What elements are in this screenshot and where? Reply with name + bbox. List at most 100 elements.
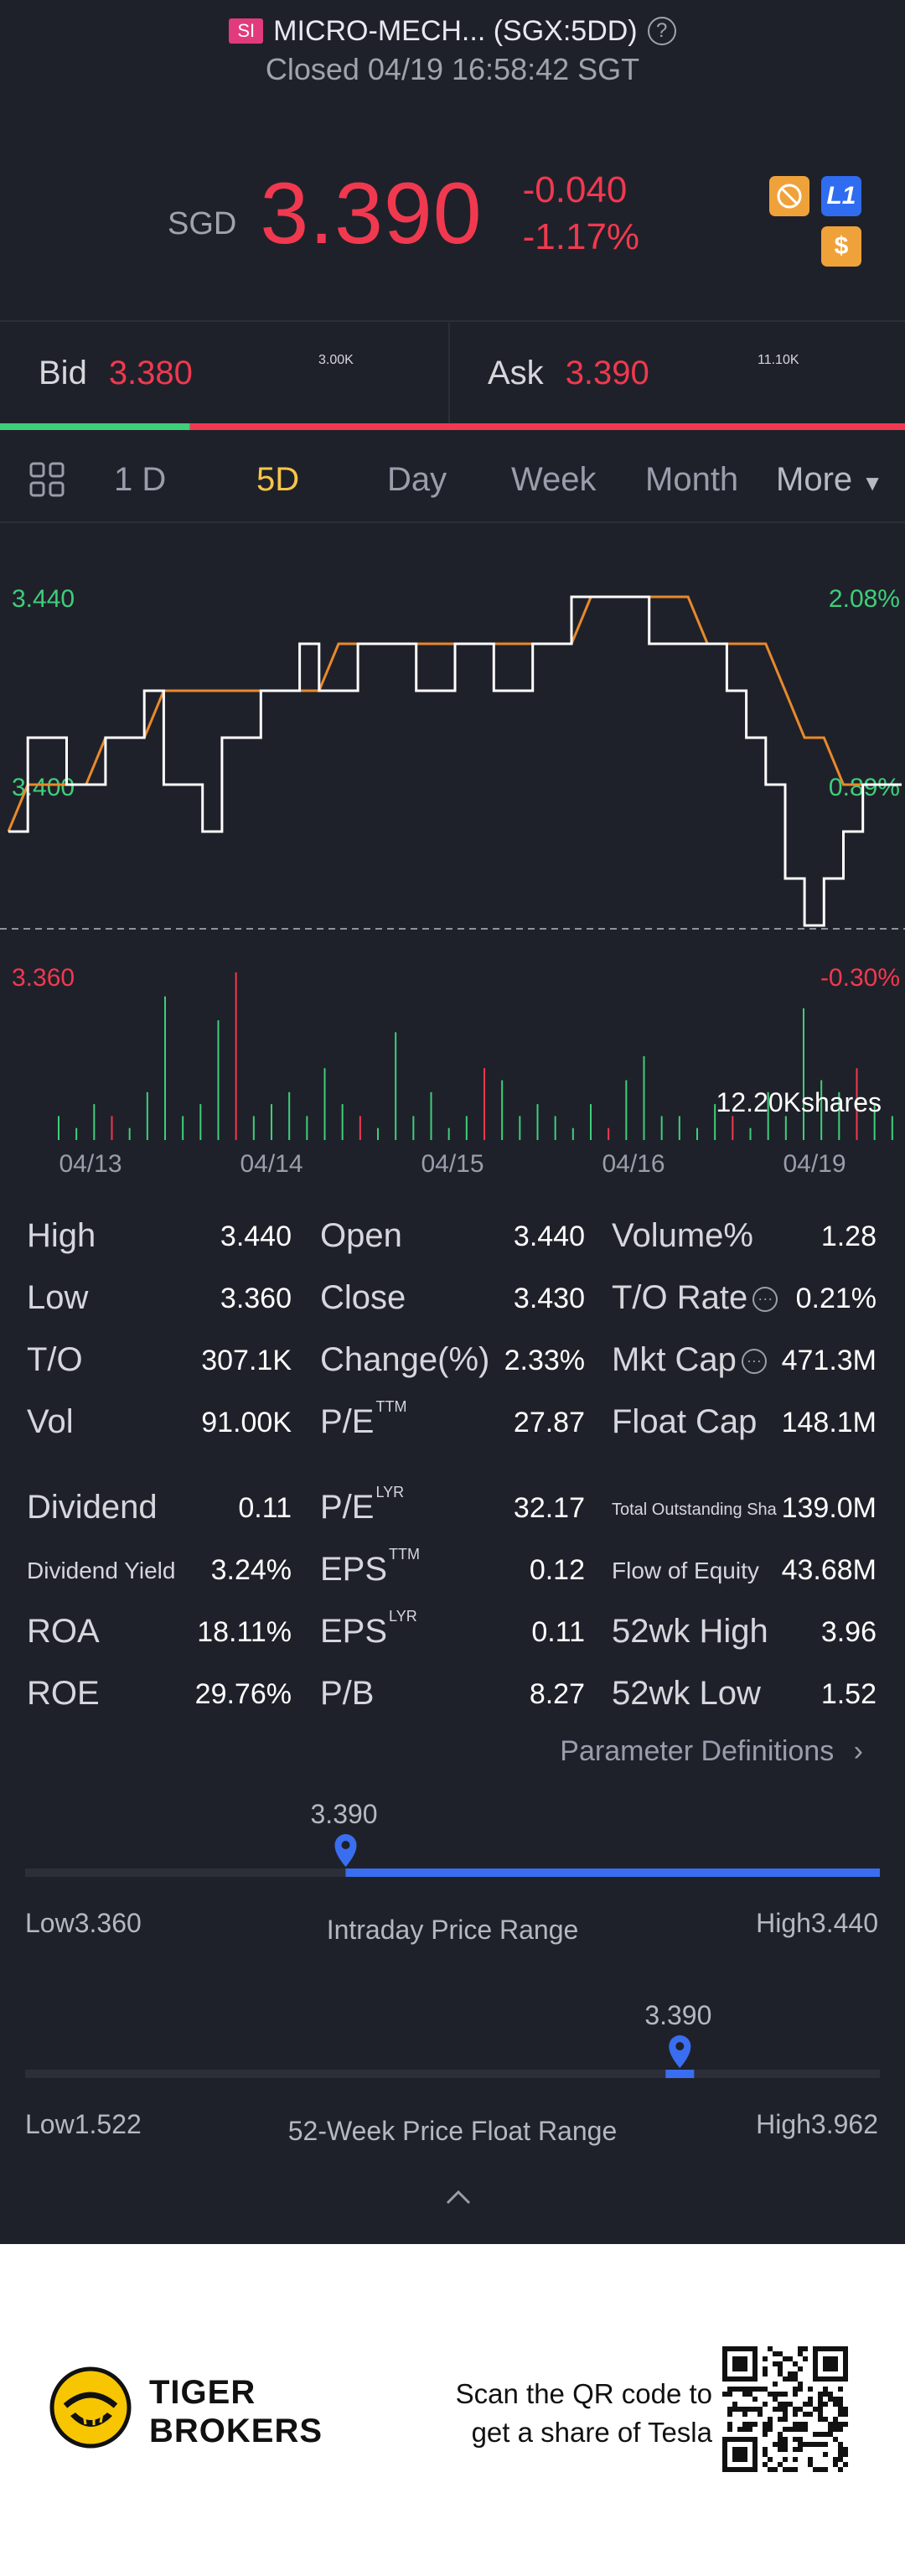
- help-icon[interactable]: ?: [647, 17, 676, 45]
- week52-current-value: 3.390: [644, 2000, 712, 2030]
- change-value: -0.040: [522, 169, 628, 210]
- stat-value: 3.430: [513, 1283, 585, 1314]
- ask-label: Ask: [488, 354, 544, 391]
- price-block: SGD 3.390 -0.040 -1.17%: [168, 159, 639, 268]
- tab-1d[interactable]: 1 D: [114, 461, 167, 498]
- price-line: [8, 595, 902, 927]
- stat-label-eps-lyr: EPS LYR: [320, 1608, 417, 1651]
- stat-label-text: P/E: [320, 1489, 375, 1526]
- stat-label: Low: [27, 1279, 89, 1316]
- volume-label: 12.20Kshares: [716, 1087, 882, 1117]
- location-pin-icon: [334, 1834, 357, 1867]
- avg-price-line: [7, 595, 902, 832]
- ask-price: 3.390: [565, 354, 649, 391]
- chevron-right-icon: ›: [853, 1735, 863, 1767]
- bid-size: 3.00K: [318, 353, 354, 367]
- tab-5d[interactable]: 5D: [256, 461, 300, 498]
- stat-value: 8.27: [529, 1678, 585, 1710]
- bid-ratio-fill: [0, 423, 190, 430]
- bid-ask-divider: [448, 323, 450, 423]
- stat-value: 148.1M: [781, 1407, 877, 1438]
- stat-label: Change(%): [320, 1341, 490, 1378]
- stat-value: 3.440: [513, 1221, 585, 1252]
- tab-more-label: More: [776, 461, 853, 498]
- stat-label: ROA: [27, 1613, 100, 1650]
- qr-code: [722, 2346, 848, 2472]
- range-fill: [665, 2070, 695, 2078]
- stat-label: Dividend Yield: [27, 1558, 176, 1583]
- stat-value: 0.11: [238, 1492, 292, 1524]
- currency-label: SGD: [168, 205, 237, 241]
- week52-low-label: Low1.522: [25, 2109, 142, 2139]
- more-info-icon[interactable]: ···: [752, 1287, 778, 1313]
- tiger-logo-icon: [49, 2366, 132, 2449]
- stat-label-text: Mkt Cap: [612, 1341, 737, 1378]
- stat-value: 32.17: [513, 1492, 585, 1524]
- stat-label: ROE: [27, 1675, 100, 1712]
- range-fill: [345, 1869, 880, 1877]
- stat-value: 3.360: [220, 1283, 292, 1314]
- stat-label-pe-lyr: P/E LYR: [320, 1484, 404, 1526]
- x-tick-0: 04/13: [59, 1150, 122, 1178]
- market-status: Closed 04/19 16:58:42 SGT: [265, 52, 640, 86]
- stat-label-sup: LYR: [389, 1608, 417, 1625]
- bid-label: Bid: [39, 354, 87, 391]
- bid-ask-ratio-bar: [0, 423, 905, 430]
- volume-bars: [58, 972, 893, 1140]
- brand-line2: BROKERS: [149, 2413, 323, 2449]
- stat-label: Vol: [27, 1403, 74, 1440]
- stat-value: 27.87: [513, 1407, 585, 1438]
- more-info-icon[interactable]: ···: [741, 1349, 767, 1375]
- bid-ask-row: Bid 3.380 3.00K Ask 3.390 11.10K: [0, 323, 905, 423]
- stat-label-pe-ttm: P/E TTM: [320, 1398, 406, 1441]
- tab-more[interactable]: More ▼: [776, 461, 883, 499]
- stat-value: 91.00K: [201, 1407, 292, 1438]
- scan-line2: get a share of Tesla: [471, 2417, 712, 2448]
- intraday-range-title: Intraday Price Range: [326, 1915, 579, 1945]
- scan-line1: Scan the QR code to: [455, 2378, 712, 2409]
- stat-label-sup: LYR: [375, 1484, 405, 1501]
- stat-value: 0.21%: [795, 1283, 877, 1314]
- range-track: [25, 2070, 880, 2078]
- ask-cell: Ask 3.390: [488, 323, 649, 423]
- stat-value: 43.68M: [781, 1554, 877, 1586]
- parameter-definitions-link[interactable]: Parameter Definitions ›: [560, 1735, 863, 1768]
- stat-label: 52wk High: [612, 1613, 768, 1650]
- tab-month[interactable]: Month: [645, 461, 739, 498]
- share-footer: TIGER BROKERS Scan the QR code to get a …: [0, 2244, 905, 2576]
- stat-value: 471.3M: [781, 1345, 877, 1376]
- intraday-high-label: High3.440: [756, 1908, 878, 1938]
- intraday-low-label: Low3.360: [25, 1908, 142, 1938]
- price-label-low: 3.360: [12, 964, 75, 992]
- stat-label: High: [27, 1217, 96, 1254]
- bid-cell: Bid 3.380: [39, 323, 193, 423]
- ask-ratio-fill: [189, 423, 905, 430]
- stat-label-text: T/O Rate: [612, 1279, 748, 1316]
- location-pin-icon: [669, 2035, 691, 2068]
- week52-high-label: High3.962: [756, 2109, 878, 2139]
- layout-grid-icon[interactable]: [28, 461, 65, 498]
- last-price: 3.390: [260, 164, 483, 262]
- dollar-icon[interactable]: $: [821, 226, 861, 267]
- tab-day[interactable]: Day: [387, 461, 447, 498]
- intraday-range-bar: [25, 1834, 880, 1877]
- level1-icon[interactable]: L1: [821, 176, 861, 216]
- no-short-icon[interactable]: [769, 176, 809, 216]
- stat-label-to-rate: T/O Rate ···: [612, 1279, 778, 1317]
- stat-label: Dividend: [27, 1489, 158, 1526]
- stat-label: Volume%: [612, 1217, 753, 1254]
- price-chart[interactable]: 3.440 3.400 3.360 2.08% 0.89% -0.30% 12.…: [0, 520, 905, 1190]
- price-change: -0.040 -1.17%: [523, 167, 639, 261]
- stat-value: 1.28: [820, 1221, 877, 1252]
- stat-value: 0.11: [531, 1616, 585, 1648]
- change-percent: -1.17%: [522, 216, 640, 257]
- stat-value: 307.1K: [201, 1345, 292, 1376]
- stat-label: P/B: [320, 1675, 375, 1712]
- tab-week[interactable]: Week: [511, 461, 597, 498]
- stat-label: Total Outstanding Sha: [612, 1501, 777, 1519]
- stat-label: Close: [320, 1279, 406, 1316]
- stat-label: 52wk Low: [612, 1675, 761, 1712]
- chevron-up-icon[interactable]: [444, 2188, 473, 2206]
- stock-title-bar[interactable]: SI MICRO-MECH... (SGX:5DD) ?: [0, 12, 905, 50]
- stat-value: 2.33%: [504, 1345, 585, 1376]
